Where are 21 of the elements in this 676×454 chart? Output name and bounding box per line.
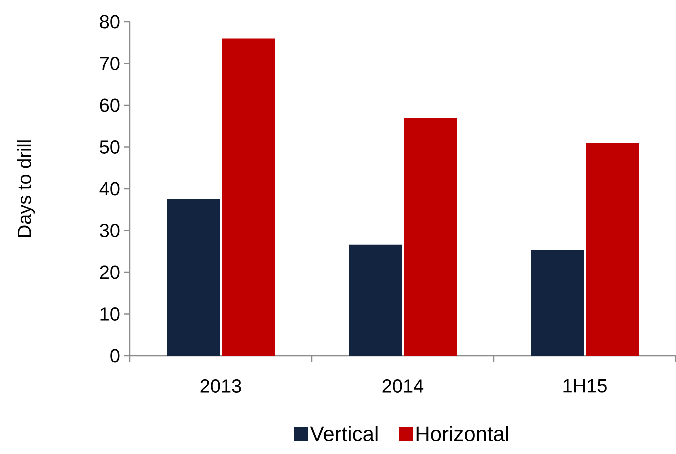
y-tick-label: 80 — [100, 15, 120, 29]
x-tick-label: 2013 — [200, 380, 242, 393]
y-axis-title: Days to drill — [17, 140, 36, 238]
y-tick-label: 40 — [100, 182, 120, 196]
legend-label: Horizontal — [416, 426, 508, 442]
x-tick-label: 1H15 — [564, 380, 607, 393]
x-tick-label: 2014 — [382, 380, 424, 393]
bar — [586, 143, 639, 356]
y-tick-label: 10 — [100, 308, 120, 321]
bar — [349, 244, 402, 356]
bar — [531, 250, 584, 356]
y-tick-label: 60 — [100, 98, 120, 112]
y-tick-label: 20 — [100, 266, 120, 280]
legend-label: Vertical — [310, 426, 378, 442]
y-tick-label: 70 — [100, 57, 120, 70]
y-tick-label: 30 — [100, 224, 120, 238]
bar — [222, 38, 276, 356]
bar — [167, 199, 220, 356]
y-tick-label: 50 — [100, 140, 120, 154]
y-tick-label: 0 — [110, 349, 120, 363]
bar — [404, 118, 458, 356]
